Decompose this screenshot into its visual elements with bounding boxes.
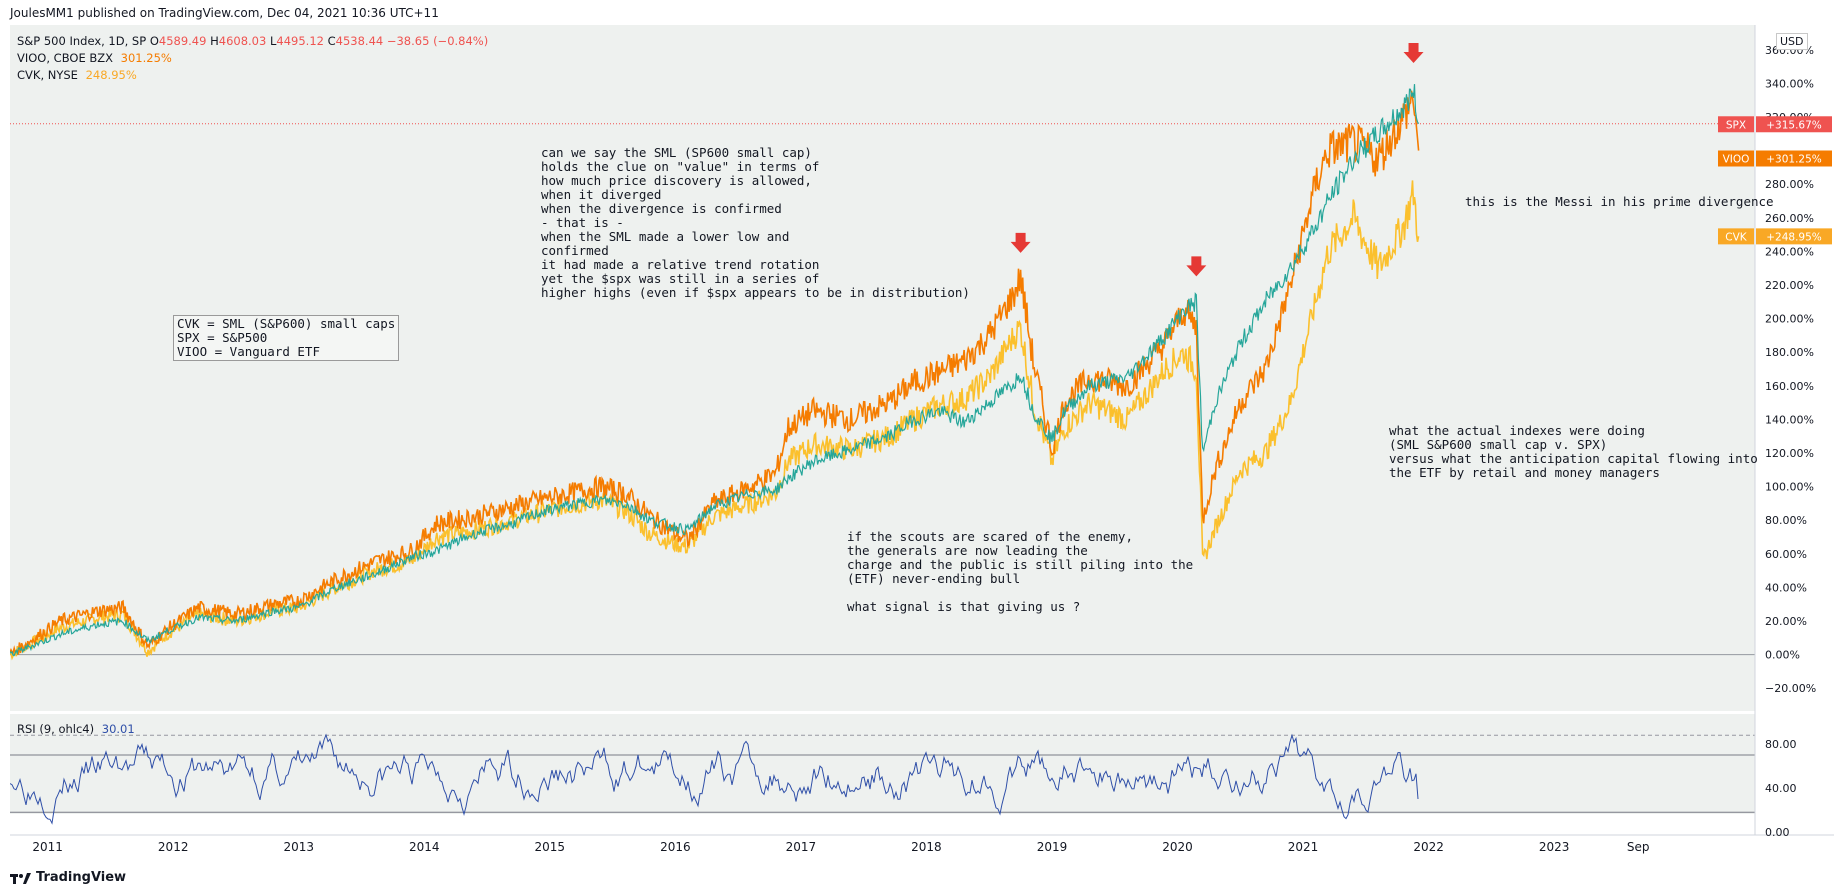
- chart-background: [10, 25, 1755, 711]
- legend-h-key: H: [210, 34, 219, 48]
- legend-cvk[interactable]: CVK, NYSE 248.95%: [17, 68, 137, 82]
- rsi-background: [10, 714, 1755, 814]
- x-tick-label: 2021: [1288, 840, 1319, 854]
- rsi-legend[interactable]: RSI (9, ohlc4) 30.01: [17, 722, 135, 736]
- legend-vioo-value: 301.25%: [120, 51, 172, 65]
- y-tick-label: 180.00%: [1765, 346, 1814, 359]
- annotation-messi-note[interactable]: this is the Messi in his prime divergenc…: [1465, 194, 1774, 209]
- legend-change: −38.65 (−0.84%): [386, 34, 489, 48]
- y-tick-label: 140.00%: [1765, 413, 1814, 426]
- x-tick-label: 2014: [409, 840, 440, 854]
- legend-l-value: 4495.12: [276, 34, 324, 48]
- down-arrow-icon: [1010, 232, 1031, 253]
- brand-name: TradingView: [36, 870, 127, 885]
- x-tick-label: 2020: [1162, 840, 1193, 854]
- y-tick-label: 260.00%: [1765, 212, 1814, 225]
- y-tick-label: 0.00%: [1765, 649, 1800, 662]
- y-tick-label: 40.00%: [1765, 581, 1807, 594]
- legend-spx-label: S&P 500 Index, 1D, SP: [17, 34, 147, 48]
- y-tick-label: 20.00%: [1765, 615, 1807, 628]
- price-tag-name: VIOO: [1723, 154, 1750, 166]
- y-tick-label: 340.00%: [1765, 77, 1814, 90]
- price-tag-value-bg: [1756, 116, 1832, 133]
- legend-vioo[interactable]: VIOO, CBOE BZX 301.25%: [17, 51, 172, 65]
- legend-vioo-label: VIOO, CBOE BZX: [17, 51, 114, 65]
- x-tick-label: 2017: [786, 840, 817, 854]
- annotation-sml-note[interactable]: can we say the SML (SP600 small cap) hol…: [541, 145, 970, 300]
- legend-c-value: 4538.44: [335, 34, 384, 48]
- x-tick-label: 2011: [32, 840, 63, 854]
- y-tick-label: 240.00%: [1765, 245, 1814, 258]
- rsi-label: RSI (9, ohlc4): [17, 722, 95, 736]
- legend-l-key: L: [269, 34, 277, 48]
- legend-cvk-value: 248.95%: [85, 68, 137, 82]
- rsi-line: [9, 733, 1419, 825]
- annotation-key-box[interactable]: CVK = SML (S&P600) small caps SPX = S&P5…: [173, 315, 400, 361]
- down-arrow-icon: [1186, 256, 1207, 277]
- legend-c-key: C: [327, 34, 336, 48]
- publisher-line: JoulesMM1 published on TradingView.com, …: [10, 6, 439, 20]
- annotation-scouts-note[interactable]: if the scouts are scared of the enemy, t…: [847, 529, 1194, 614]
- series-layer: [9, 84, 1420, 661]
- series-line-spx: [9, 84, 1420, 657]
- y-tick-label: −20.00%: [1765, 682, 1816, 695]
- price-tag-value: +315.67%: [1766, 119, 1822, 131]
- series-line-vioo: [9, 90, 1420, 655]
- grid: [10, 123, 1755, 656]
- price-tag-value: +248.95%: [1766, 231, 1822, 243]
- price-tag-name: SPX: [1726, 119, 1746, 131]
- legend-o-key: O: [149, 34, 159, 48]
- annotation-indexes-note[interactable]: what the actual indexes were doing (SML …: [1389, 423, 1758, 480]
- tradingview-logo-icon: [10, 872, 31, 884]
- y-tick-label: 220.00%: [1765, 279, 1814, 292]
- price-tag-name-bg: [1718, 228, 1754, 245]
- price-tag-name-bg: [1718, 116, 1754, 133]
- rsi-tick-label: 0.00: [1765, 826, 1790, 839]
- rsi-tick-label: 80.00: [1765, 738, 1797, 751]
- x-tick-label: 2013: [283, 840, 314, 854]
- series-line-cvk: [9, 180, 1420, 661]
- price-tag-name: CVK: [1725, 231, 1748, 243]
- price-tag-value: +301.25%: [1766, 154, 1822, 166]
- x-tick-label: 2018: [911, 840, 942, 854]
- price-tag-value-bg: [1756, 150, 1832, 167]
- legend-spx[interactable]: S&P 500 Index, 1D, SP O4589.49 H4608.03 …: [17, 34, 488, 48]
- chart-area[interactable]: 360.00%340.00%320.00%280.00%260.00%240.0…: [9, 25, 1834, 861]
- x-tick-label: 2023: [1539, 840, 1570, 854]
- legend-o-value: 4589.49: [158, 34, 207, 48]
- x-tick-label: Sep: [1627, 840, 1650, 854]
- price-tag-layer: SPX +315.67% VIOO +301.25% CVK +248.95%: [1718, 116, 1832, 245]
- y-tick-label: 280.00%: [1765, 178, 1814, 191]
- y-tick-label: 80.00%: [1765, 514, 1807, 527]
- legend-cvk-label: CVK, NYSE: [17, 68, 78, 82]
- rsi-layer: [9, 733, 1755, 825]
- chart-svg[interactable]: 360.00%340.00%320.00%280.00%260.00%240.0…: [9, 25, 1834, 861]
- y-tick-label: 120.00%: [1765, 447, 1814, 460]
- x-tick-label: 2019: [1037, 840, 1068, 854]
- price-tag-name-bg: [1718, 150, 1754, 167]
- price-tag-value-bg: [1756, 228, 1832, 245]
- arrow-layer: [1010, 43, 1424, 277]
- x-tick-label: 2022: [1413, 840, 1444, 854]
- y-tick-label: 200.00%: [1765, 313, 1814, 326]
- down-arrow-icon: [1403, 43, 1424, 63]
- y-tick-label: 100.00%: [1765, 481, 1814, 494]
- x-tick-label: 2012: [158, 840, 189, 854]
- x-tick-label: 2016: [660, 840, 691, 854]
- y-tick-label: 160.00%: [1765, 380, 1814, 393]
- tradingview-brand[interactable]: TradingView: [10, 870, 126, 885]
- x-tick-label: 2015: [535, 840, 566, 854]
- rsi-tick-label: 40.00: [1765, 782, 1797, 795]
- legend-h-value: 4608.03: [218, 34, 267, 48]
- currency-button[interactable]: USD: [1776, 33, 1808, 50]
- y-tick-label: 60.00%: [1765, 548, 1807, 561]
- rsi-value: 30.01: [101, 722, 135, 736]
